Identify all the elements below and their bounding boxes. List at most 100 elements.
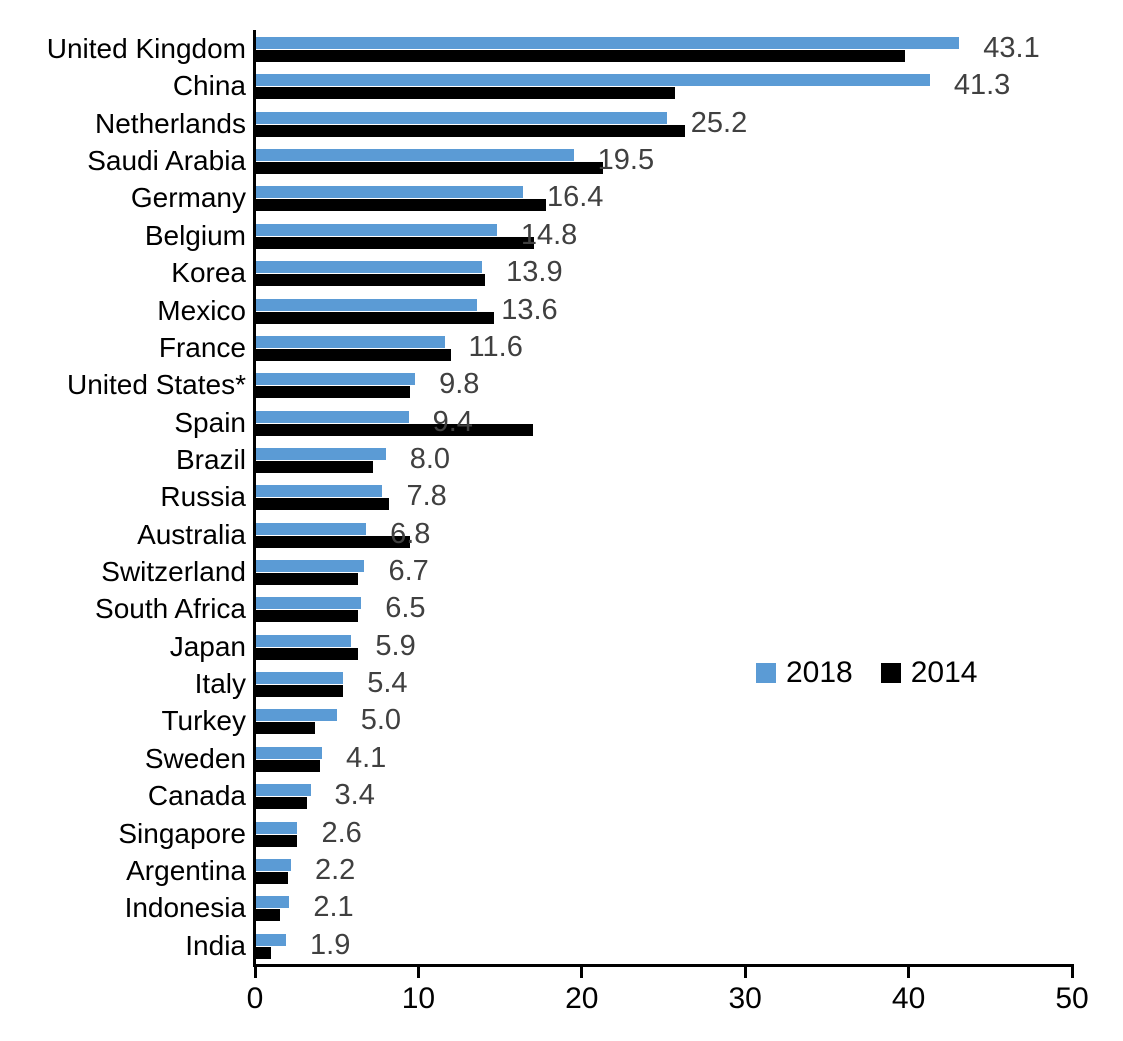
bar-2018: [255, 821, 298, 834]
bar-2014: [255, 797, 308, 810]
value-label: 13.6: [501, 293, 558, 326]
bar-2018: [255, 223, 497, 236]
value-label: 19.5: [597, 144, 655, 177]
category-label: Italy: [194, 668, 246, 700]
value-label: 5.0: [360, 704, 402, 737]
legend-label: 2018: [786, 656, 853, 689]
legend-label: 2014: [910, 656, 978, 689]
legend-item: 2018: [756, 656, 853, 690]
bar-2014: [255, 199, 546, 212]
chart-row: Japan 5.9: [0, 628, 1123, 665]
bar-2014: [255, 722, 316, 735]
bar-2014: [255, 124, 685, 137]
bar-2018: [255, 335, 445, 348]
value-label: 9.8: [439, 368, 480, 401]
bar-2014: [255, 423, 533, 436]
bar-2014: [255, 909, 280, 922]
bar-2014: [255, 498, 389, 511]
bar-2018: [255, 111, 667, 124]
bar-2018: [255, 485, 383, 498]
bar-2018: [255, 149, 574, 162]
value-label: 14.8: [520, 218, 578, 251]
value-label: 3.4: [334, 779, 375, 812]
bar-2018: [255, 709, 337, 722]
value-label: 16.4: [546, 181, 604, 214]
bar-2018: [255, 186, 523, 199]
x-tick-mark: [580, 967, 584, 978]
bar-2018: [255, 298, 478, 311]
x-tick-mark: [1070, 967, 1074, 978]
chart-row: Canada 3.4: [0, 777, 1123, 814]
bar-2014: [255, 50, 906, 62]
x-tick-label: 10: [401, 982, 436, 1015]
value-label: 4.1: [345, 741, 387, 774]
value-label: 13.9: [506, 256, 563, 289]
bar-2014: [255, 274, 486, 287]
category-label: Russia: [160, 481, 246, 513]
category-label: Sweden: [144, 742, 246, 774]
value-label: 41.3: [953, 69, 1011, 102]
category-label: Brazil: [175, 443, 246, 475]
category-label: Mexico: [157, 294, 246, 326]
chart-row: Sweden 4.1: [0, 740, 1123, 777]
category-label: Canada: [147, 780, 246, 812]
category-label: Netherlands: [95, 107, 246, 139]
category-label: France: [158, 331, 246, 363]
category-label: Turkey: [161, 705, 246, 737]
bar-2014: [255, 946, 272, 959]
bar-2018: [255, 560, 365, 573]
chart-row: Italy 5.4: [0, 665, 1123, 702]
chart-row: Argentina 2.2: [0, 852, 1123, 889]
chart-row: Australia 6.8: [0, 516, 1123, 553]
chart-row: France 11.6: [0, 329, 1123, 366]
chart-row: Netherlands 25.2: [0, 105, 1123, 142]
bar-2014: [255, 871, 288, 884]
category-label: Saudi Arabia: [87, 145, 246, 177]
value-label: 6.5: [385, 592, 426, 625]
chart-row: China 41.3: [0, 67, 1123, 104]
bar-2014: [255, 311, 494, 324]
category-label: Indonesia: [124, 892, 246, 924]
legend-swatch-2018: [756, 663, 776, 683]
category-label: Argentina: [126, 854, 246, 886]
x-tick-label: 30: [728, 982, 762, 1015]
value-label: 6.7: [388, 555, 429, 588]
x-tick-label: 40: [891, 982, 926, 1015]
category-label: Belgium: [144, 219, 246, 251]
category-label: South Africa: [95, 593, 246, 625]
chart-row: Indonesia 2.1: [0, 889, 1123, 926]
bar-2018: [255, 261, 483, 274]
chart-row: Saudi Arabia 19.5: [0, 142, 1123, 179]
value-label: 5.9: [375, 629, 416, 662]
bar-2014: [255, 834, 298, 847]
y-axis-line: [253, 30, 256, 967]
chart-row: Belgium 14.8: [0, 217, 1123, 254]
chart-row: Brazil 8.0: [0, 441, 1123, 478]
bar-2014: [255, 236, 535, 249]
bar-2018: [255, 784, 311, 797]
category-label: Korea: [171, 257, 246, 289]
value-label: 25.2: [690, 106, 748, 139]
bar-2014: [255, 610, 358, 623]
chart-row: United Kingdom 43.1: [0, 30, 1123, 67]
category-label: Switzerland: [101, 556, 246, 588]
x-axis-line: [253, 964, 1074, 967]
category-label: Australia: [137, 518, 246, 550]
category-label: United Kingdom: [46, 33, 246, 64]
bar-2014: [255, 386, 411, 399]
bar-2018: [255, 672, 344, 685]
bar-2014: [255, 573, 358, 586]
x-tick-label: 50: [1055, 982, 1089, 1015]
x-tick-label: 20: [565, 982, 599, 1015]
chart-row: United States* 9.8: [0, 366, 1123, 403]
bar-2018: [255, 933, 287, 946]
value-label: 9.4: [432, 405, 473, 438]
bar-2014: [255, 348, 452, 361]
chart-row: Switzerland 6.7: [0, 553, 1123, 590]
chart-row: Mexico 13.6: [0, 292, 1123, 329]
bar-2018: [255, 447, 386, 460]
chart-row: Russia 7.8: [0, 478, 1123, 515]
value-label: 8.0: [409, 442, 451, 475]
chart-row: Turkey 5.0: [0, 702, 1123, 739]
